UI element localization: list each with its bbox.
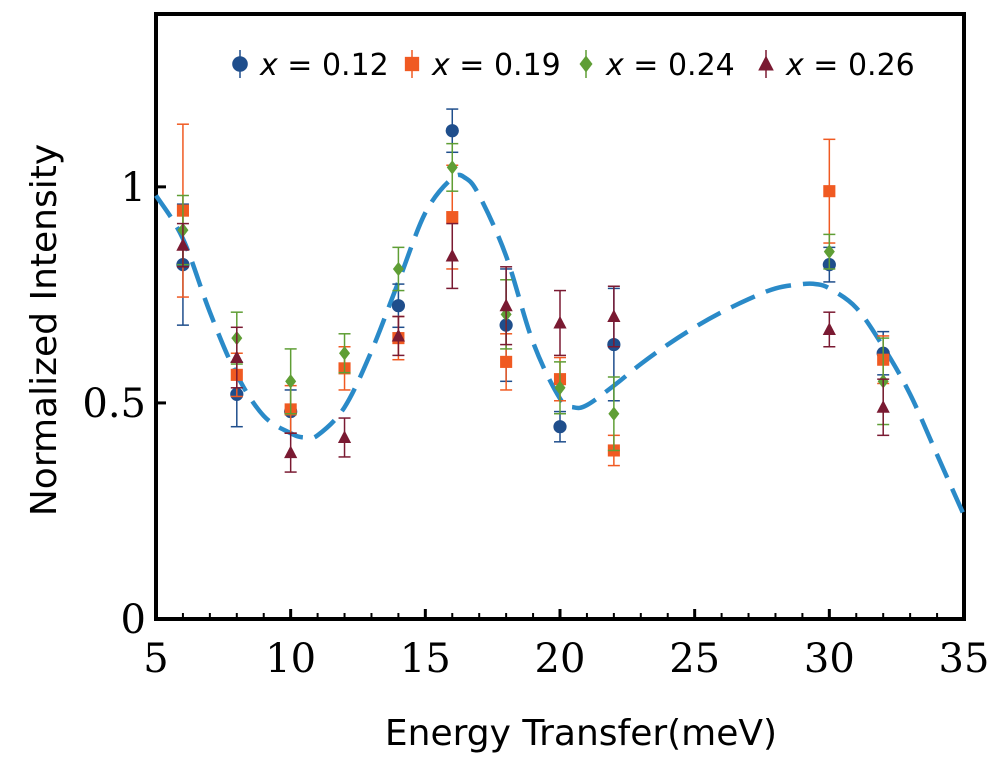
legend-marker [232, 56, 248, 72]
fit-curve-layer [154, 172, 967, 517]
legend-marker [404, 56, 420, 72]
series-x-0-19 [176, 123, 890, 467]
legend-item: x = 0.19 [404, 48, 561, 83]
fit-curve [154, 172, 967, 517]
data-point [446, 211, 459, 224]
data-point [553, 420, 567, 434]
legend-item: x = 0.12 [232, 48, 389, 83]
data-point [446, 160, 458, 175]
data-point [337, 430, 352, 443]
y-tick-label: 0.5 [82, 381, 146, 427]
data-point [445, 124, 459, 138]
series-x-0-24 [176, 142, 890, 452]
data-point [230, 350, 244, 364]
legend-label: x = 0.26 [785, 48, 915, 83]
x-tick-label: 30 [804, 636, 855, 682]
x-tick-label: 35 [939, 636, 990, 682]
legend-marker [758, 55, 774, 71]
y-tick-label: 1 [121, 165, 146, 211]
data-point [391, 299, 405, 313]
data-point [607, 309, 621, 322]
legend-label: x = 0.19 [431, 48, 561, 83]
x-tick-label: 10 [265, 636, 316, 682]
data-point [823, 185, 836, 198]
data-point [876, 400, 890, 413]
data-point [554, 380, 566, 395]
legend: x = 0.12 x = 0.19 x = 0.24 x = 0.26 [232, 48, 915, 83]
data-point [608, 406, 620, 421]
data-point [285, 374, 297, 389]
x-axis-title: Energy Transfer(meV) [385, 713, 777, 754]
series-x-0-12 [176, 108, 890, 443]
series-x-0-26 [176, 222, 890, 473]
data-point [284, 445, 298, 459]
legend-label: x = 0.24 [605, 48, 735, 83]
data-point [553, 315, 567, 329]
data-series-layer [176, 108, 890, 473]
axis-ticks: 5 10 15 20 25 30 35 0 0.5 1 [82, 165, 989, 682]
data-point [445, 248, 459, 262]
data-point [499, 298, 513, 312]
y-axis-title: Normalized Intensity [24, 144, 65, 516]
x-tick-label: 25 [669, 636, 720, 682]
x-tick-label: 20 [535, 636, 586, 682]
legend-label: x = 0.12 [259, 48, 389, 83]
y-tick-label: 0 [121, 597, 146, 643]
x-tick-label: 15 [400, 636, 451, 682]
data-point [392, 261, 404, 277]
data-point [339, 346, 351, 361]
data-point [823, 244, 835, 259]
legend-item: x = 0.24 [579, 48, 735, 83]
legend-item: x = 0.26 [758, 48, 915, 83]
legend-marker [579, 55, 593, 73]
data-point [500, 355, 513, 368]
x-tick-label: 5 [143, 636, 168, 682]
data-point [822, 322, 836, 335]
data-point [391, 328, 405, 342]
data-point [176, 238, 190, 251]
